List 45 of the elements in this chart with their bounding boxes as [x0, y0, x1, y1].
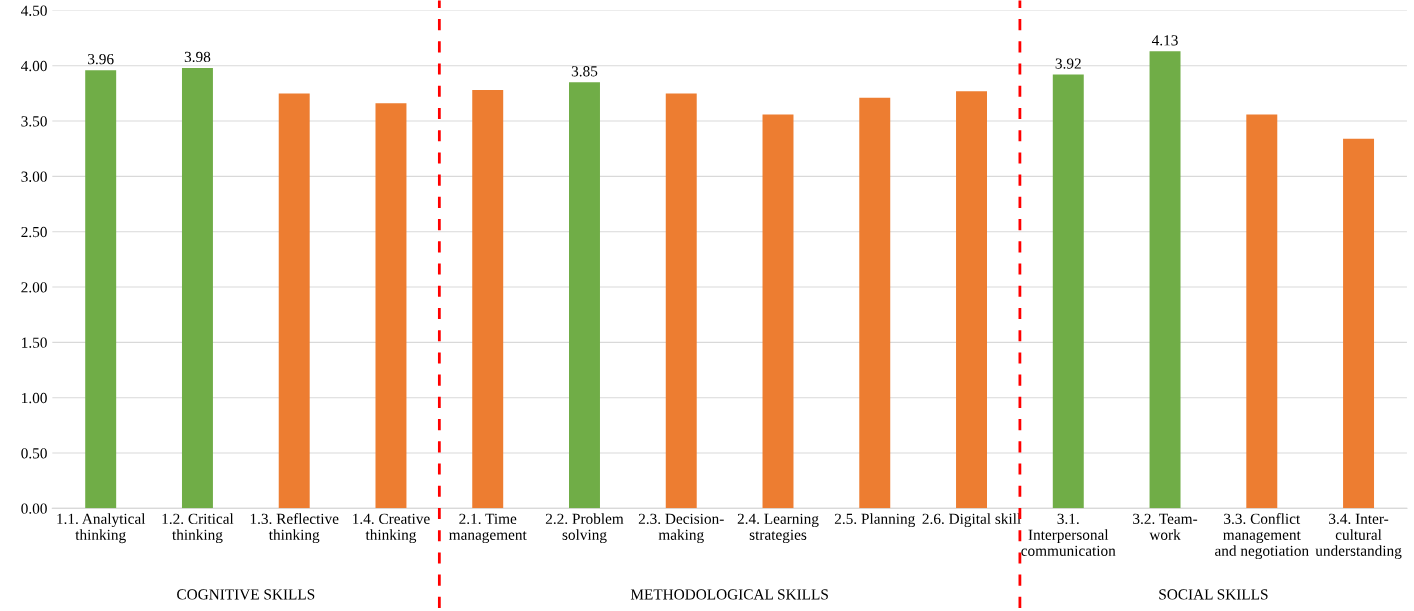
bar — [859, 97, 891, 509]
data-label: 3.85 — [571, 66, 598, 77]
x-tick-label: 2.5. Planning — [834, 513, 915, 528]
x-tick-label: 1.4. Creative thinking — [353, 513, 430, 544]
x-tick-label: 2.4. Learning strategies — [737, 513, 819, 544]
x-tick-label: 2.3. Decision- making — [638, 513, 724, 544]
text: COGNITIVE SKILLS — [177, 589, 315, 600]
y-tick-label: 4.00 — [21, 60, 47, 72]
x-tick-label: 3.3. Conflict management and negotiation — [1215, 513, 1309, 560]
x-tick-label: 3.4. Inter- cultural understanding — [1315, 513, 1402, 560]
bar — [569, 82, 600, 509]
bar — [472, 90, 504, 509]
x-tick-label: 2.2. Problem solving — [545, 513, 624, 544]
bar — [1149, 51, 1181, 509]
y-tick-label: 1.50 — [22, 337, 47, 348]
data-label: 3.98 — [184, 51, 211, 63]
y-tick-label: 3.00 — [21, 171, 47, 182]
bar — [1343, 138, 1375, 509]
x-tick-label: 1.2. Critical thinking — [162, 513, 234, 544]
text: SOCIAL SKILLS — [1159, 589, 1268, 600]
bar — [375, 103, 407, 509]
data-label: 4.13 — [1151, 35, 1178, 46]
bar — [762, 114, 794, 509]
bar — [665, 93, 697, 509]
bar — [181, 67, 213, 509]
bar — [1246, 114, 1278, 509]
x-tick-label: 3.1. Interpersonal communication — [1021, 513, 1116, 556]
bar — [1052, 74, 1084, 509]
y-tick-label: 2.00 — [21, 282, 47, 293]
x-tick-label: 1.3. Reflective thinking — [250, 513, 339, 544]
x-tick-label: 2.1. Time management — [449, 513, 527, 544]
data-label: 3.96 — [88, 53, 114, 65]
y-tick-label: 3.50 — [21, 116, 47, 127]
y-tick-label: 0.00 — [21, 503, 47, 514]
bar — [278, 93, 310, 509]
y-tick-label: 4.50 — [21, 5, 47, 16]
y-tick-label: 1.00 — [22, 392, 47, 404]
data-label: 3.92 — [1055, 58, 1081, 69]
bar — [85, 70, 117, 509]
text: METHODOLOGICAL SKILLS — [630, 589, 828, 600]
x-tick-label: 3.2. Team- work — [1133, 513, 1198, 540]
x-tick-label: 1.1. Analytical thinking — [57, 513, 146, 544]
bar — [956, 91, 987, 509]
y-tick-label: 2.50 — [21, 226, 47, 238]
y-tick-label: 0.50 — [21, 448, 47, 459]
